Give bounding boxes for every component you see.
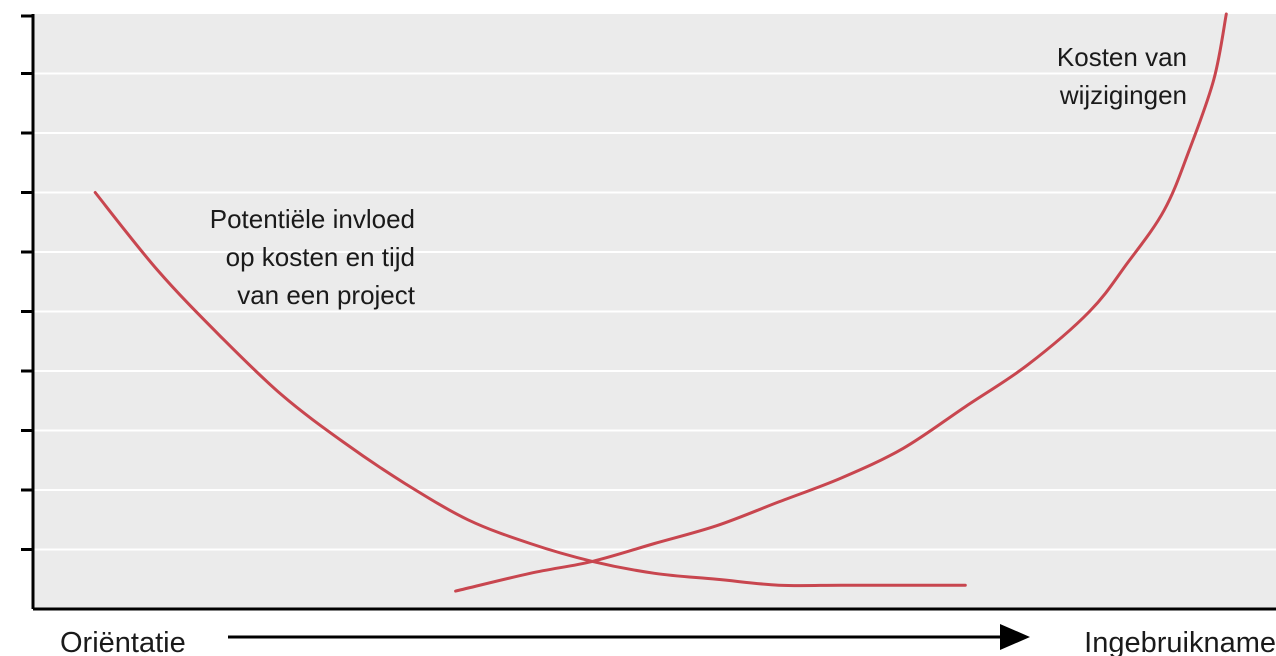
series-label-line: op kosten en tijd [226, 242, 415, 272]
series-layer [93, 12, 1228, 593]
series-label-potentiele-invloed: Potentiële invloed op kosten en tijd van e… [210, 204, 416, 310]
series-label-line: van een project [237, 280, 416, 310]
series-labels: Potentiële invloed op kosten en tijd van e… [210, 42, 1187, 310]
series-line-potentiele-invloed [93, 191, 967, 588]
grid [33, 72, 1276, 551]
series-label-kosten-van-wijzigingen: Kosten van wijzigingen [1057, 42, 1187, 110]
series-label-line: Kosten van [1057, 42, 1187, 72]
x-end-label: Ingebruikname [1084, 627, 1276, 656]
series-label-line: wijzigingen [1059, 80, 1187, 110]
series-label-line: Potentiële invloed [210, 204, 415, 234]
y-axis-ticks [21, 14, 33, 551]
series-line-kosten-van-wijzigingen [454, 12, 1228, 593]
x-axis-arrow [228, 624, 1030, 650]
arrow-head-icon [1000, 624, 1030, 650]
x-start-label: Oriëntatie [60, 627, 186, 656]
